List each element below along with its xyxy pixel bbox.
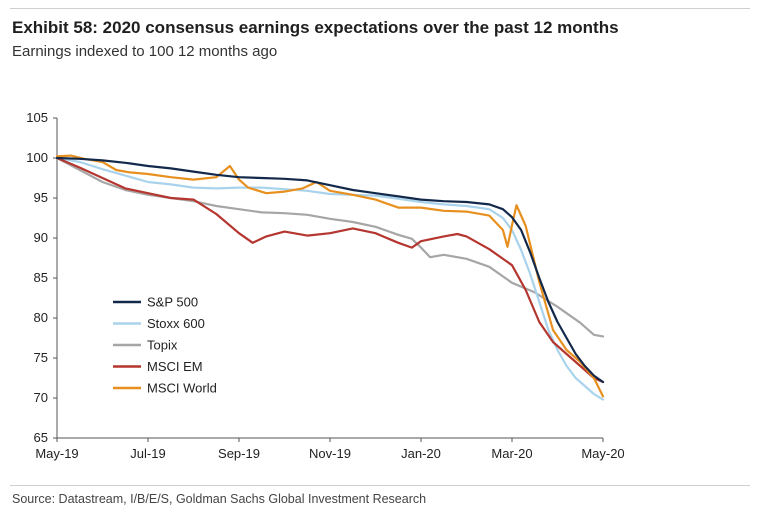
series-line-s-p-500 (55, 156, 605, 384)
chart-title: Exhibit 58: 2020 consensus earnings expe… (12, 18, 619, 37)
x-tick-label: May-20 (581, 446, 624, 461)
top-divider (10, 8, 750, 9)
x-tick-label: Jul-19 (130, 446, 165, 461)
x-tick-label: Nov-19 (309, 446, 351, 461)
y-tick-label: 70 (34, 390, 48, 405)
y-tick-label: 85 (34, 270, 48, 285)
chart-subtitle: Earnings indexed to 100 12 months ago (12, 43, 278, 60)
y-tick-label: 95 (34, 190, 48, 205)
x-tick-label: Jan-20 (401, 446, 441, 461)
y-tick-label: 80 (34, 310, 48, 325)
series-line-stoxx-600 (55, 156, 605, 401)
source-note: Source: Datastream, I/B/E/S, Goldman Sac… (12, 492, 427, 506)
legend-label: Topix (147, 338, 178, 353)
x-tick-label: Sep-19 (218, 446, 260, 461)
legend-label: MSCI World (147, 381, 217, 396)
legend-label: S&P 500 (147, 295, 198, 310)
x-tick-label: Mar-20 (491, 446, 532, 461)
bottom-divider (10, 485, 750, 486)
series-line-msci-em (55, 156, 605, 384)
y-tick-label: 90 (34, 230, 48, 245)
legend-label: MSCI EM (147, 359, 203, 374)
y-tick-label: 100 (26, 150, 48, 165)
y-tick-label: 65 (34, 430, 48, 445)
y-tick-label: 75 (34, 350, 48, 365)
legend-label: Stoxx 600 (147, 316, 205, 331)
x-tick-label: May-19 (35, 446, 78, 461)
earnings-line-chart: 65 70 75 80 85 90 95 100 105 May-19 Jul-19 Sep-19 No… (26, 110, 624, 461)
y-tick-label: 105 (26, 110, 48, 125)
series-line-msci-world (55, 154, 605, 398)
